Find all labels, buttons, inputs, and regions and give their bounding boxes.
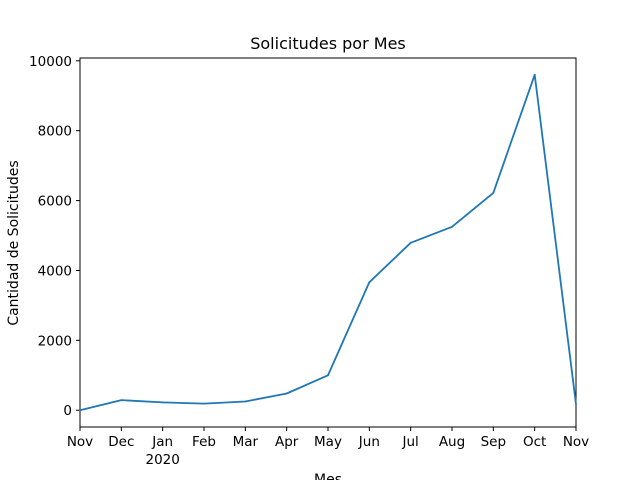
x-tick-label: Oct xyxy=(523,434,546,450)
plot-frame xyxy=(79,57,577,428)
x-tick-label: Nov xyxy=(67,434,93,450)
x-tick-label: Dec xyxy=(108,434,134,450)
data-point xyxy=(533,73,536,76)
y-axis-label: Cantidad de Solicitudes xyxy=(6,160,22,325)
data-point xyxy=(203,402,205,405)
data-point xyxy=(492,191,495,194)
data-point xyxy=(368,281,371,284)
x-axis-label: Mes xyxy=(314,472,342,480)
plot-area: 0 2000 4000 6000 8000 10000 Nov Dec Jan Feb Mar Apr… xyxy=(29,54,589,468)
data-point xyxy=(285,392,288,395)
x-tick-label: Jul xyxy=(402,434,419,450)
x-tick-label: May xyxy=(314,434,342,450)
x-tick-label: Apr xyxy=(275,434,299,450)
data-point xyxy=(575,403,577,406)
y-tick-label: 8000 xyxy=(38,124,72,140)
x-tick-label: Sep xyxy=(481,434,506,450)
x-tick-label: Mar xyxy=(233,434,259,450)
chart-title: Solicitudes por Mes xyxy=(250,34,406,53)
y-tick-label: 6000 xyxy=(38,194,72,210)
y-tick-label: 10000 xyxy=(29,54,72,70)
y-tick-label: 4000 xyxy=(38,263,72,279)
x-tick-label: Jun xyxy=(358,434,380,450)
data-point xyxy=(409,241,412,244)
data-point xyxy=(451,225,453,228)
x-year-label: 2020 xyxy=(145,452,179,468)
data-point xyxy=(79,409,81,412)
data-point xyxy=(120,399,123,401)
series-line-0 xyxy=(79,73,577,412)
data-point xyxy=(327,374,329,377)
x-tick-label: Nov xyxy=(563,434,589,450)
y-tick-label: 2000 xyxy=(38,333,72,349)
x-tick-label: Jan xyxy=(151,434,173,450)
x-tick-label: Feb xyxy=(192,434,216,450)
x-tick-label: Aug xyxy=(439,434,465,450)
y-tick-label: 0 xyxy=(63,403,72,419)
data-point xyxy=(244,400,247,403)
data-point xyxy=(161,401,164,404)
